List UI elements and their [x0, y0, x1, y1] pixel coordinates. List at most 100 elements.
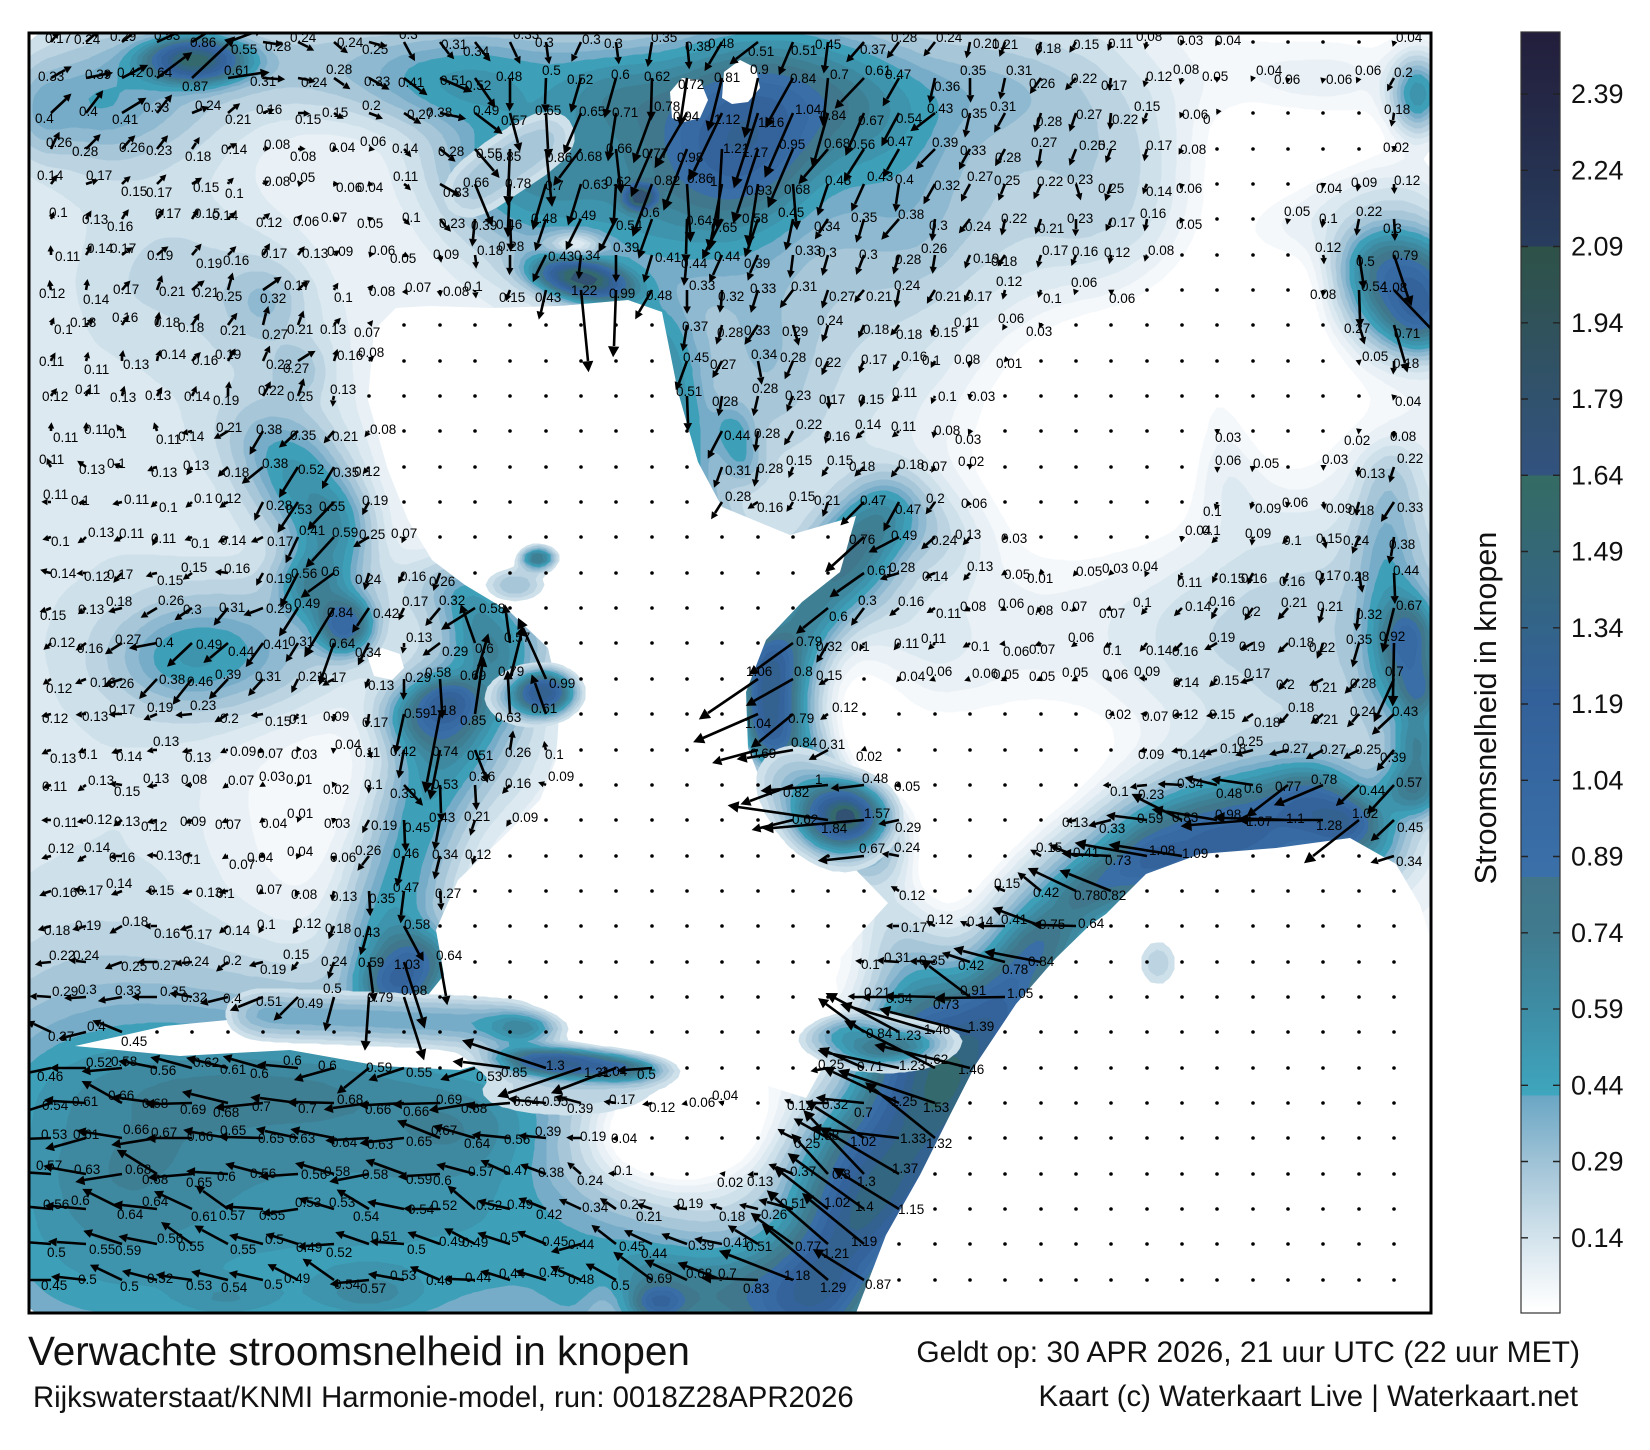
svg-text:0.16: 0.16	[1140, 206, 1166, 221]
svg-text:0.16: 0.16	[1072, 244, 1098, 259]
svg-text:0.17: 0.17	[966, 289, 992, 304]
svg-text:0.14: 0.14	[967, 914, 994, 929]
svg-text:0.08: 0.08	[370, 422, 396, 437]
svg-text:0.26: 0.26	[921, 241, 947, 256]
svg-text:0.34: 0.34	[463, 44, 490, 59]
svg-text:0.32: 0.32	[718, 289, 744, 304]
svg-text:0.24: 0.24	[817, 313, 844, 328]
svg-text:0.28: 0.28	[780, 350, 806, 365]
svg-text:0.48: 0.48	[862, 771, 888, 786]
svg-text:0.04: 0.04	[899, 669, 926, 684]
svg-text:0.64: 0.64	[146, 65, 173, 80]
svg-text:0.45: 0.45	[404, 820, 430, 835]
svg-text:0.12: 0.12	[649, 1100, 675, 1115]
svg-text:0.38: 0.38	[262, 456, 288, 471]
svg-text:0.1: 0.1	[225, 186, 244, 201]
svg-text:0.84: 0.84	[820, 108, 847, 123]
svg-text:1.49: 1.49	[1571, 537, 1624, 567]
svg-text:0.84: 0.84	[866, 1026, 893, 1041]
svg-text:0.49: 0.49	[296, 1240, 322, 1255]
svg-text:1.09: 1.09	[1182, 846, 1208, 861]
svg-text:0.12: 0.12	[1172, 707, 1198, 722]
svg-text:0.52: 0.52	[147, 1271, 173, 1286]
svg-text:0.07: 0.07	[229, 857, 255, 872]
svg-text:0.38: 0.38	[1389, 537, 1415, 552]
svg-text:0.1: 0.1	[1202, 523, 1221, 538]
svg-text:0.03: 0.03	[1102, 561, 1128, 576]
svg-text:0.49: 0.49	[439, 1234, 465, 1249]
svg-text:0.18: 0.18	[223, 465, 249, 480]
svg-text:0.49: 0.49	[297, 996, 323, 1011]
svg-text:0.25: 0.25	[287, 389, 313, 404]
svg-text:0.21: 0.21	[636, 1209, 662, 1224]
svg-text:0.54: 0.54	[334, 1277, 361, 1292]
svg-text:0.98: 0.98	[401, 983, 427, 998]
svg-text:1.94: 1.94	[1571, 308, 1624, 338]
svg-text:0.66: 0.66	[606, 141, 632, 156]
svg-text:0.34: 0.34	[814, 219, 841, 234]
svg-text:0.69: 0.69	[460, 668, 486, 683]
svg-text:0.06: 0.06	[1326, 72, 1352, 87]
svg-text:0.14: 0.14	[1146, 184, 1173, 199]
svg-text:0.5: 0.5	[78, 1272, 97, 1287]
svg-text:0.41: 0.41	[723, 1235, 749, 1250]
svg-text:0.03: 0.03	[259, 769, 285, 784]
svg-text:0.13: 0.13	[123, 357, 149, 372]
svg-text:0.18: 0.18	[1384, 102, 1410, 117]
svg-text:0.13: 0.13	[185, 750, 211, 765]
svg-text:0.06: 0.06	[961, 496, 987, 511]
svg-text:0.08: 0.08	[358, 345, 384, 360]
svg-text:0.65: 0.65	[220, 1123, 246, 1138]
svg-text:0.08: 0.08	[290, 149, 316, 164]
svg-text:0.17: 0.17	[1244, 666, 1270, 681]
svg-text:0.09: 0.09	[1245, 526, 1271, 541]
svg-text:1.08: 1.08	[1149, 843, 1175, 858]
svg-text:1.33: 1.33	[900, 1131, 926, 1146]
svg-text:0.15: 0.15	[827, 453, 853, 468]
svg-text:0.59: 0.59	[404, 706, 430, 721]
svg-text:0.17: 0.17	[1042, 243, 1068, 258]
svg-text:0.7: 0.7	[298, 1101, 317, 1116]
svg-text:0.44: 0.44	[641, 1246, 668, 1261]
svg-text:0.94: 0.94	[673, 109, 700, 124]
svg-text:1: 1	[815, 772, 823, 787]
svg-text:0.64: 0.64	[329, 636, 356, 651]
svg-text:0.61: 0.61	[867, 563, 893, 578]
svg-text:0.15: 0.15	[194, 206, 220, 221]
svg-text:0.04: 0.04	[1316, 181, 1343, 196]
svg-text:0.67: 0.67	[151, 1125, 177, 1140]
svg-text:0.61: 0.61	[224, 63, 250, 78]
svg-text:0.36: 0.36	[934, 79, 960, 94]
svg-text:0.11: 0.11	[355, 745, 380, 760]
svg-text:0.32: 0.32	[439, 593, 465, 608]
svg-text:0.32: 0.32	[260, 291, 286, 306]
svg-text:0.39: 0.39	[215, 667, 241, 682]
svg-text:0.12: 0.12	[215, 491, 241, 506]
svg-text:0.02: 0.02	[323, 782, 349, 797]
svg-text:0.6: 0.6	[641, 205, 660, 220]
svg-text:0.1: 0.1	[49, 205, 68, 220]
svg-text:0.15: 0.15	[148, 883, 174, 898]
svg-text:0.24: 0.24	[1350, 704, 1377, 719]
svg-text:0.21: 0.21	[298, 669, 324, 684]
svg-text:0.14: 0.14	[224, 923, 251, 938]
svg-text:0.32: 0.32	[181, 990, 207, 1005]
svg-text:0.12: 0.12	[1394, 173, 1420, 188]
svg-text:0.44: 0.44	[1359, 783, 1386, 798]
svg-text:0.05: 0.05	[1362, 349, 1388, 364]
svg-text:0.17: 0.17	[77, 883, 103, 898]
svg-text:0.09: 0.09	[230, 744, 256, 759]
svg-text:1.22: 1.22	[571, 283, 597, 298]
svg-text:0.03: 0.03	[1177, 33, 1203, 48]
svg-text:0.07: 0.07	[921, 459, 947, 474]
svg-text:0.19: 0.19	[215, 347, 241, 362]
svg-text:1.34: 1.34	[1571, 613, 1624, 643]
svg-text:0.13: 0.13	[82, 212, 108, 227]
svg-text:2.09: 2.09	[1571, 232, 1624, 262]
svg-text:0.1: 0.1	[1203, 504, 1222, 519]
svg-text:0.95: 0.95	[779, 137, 805, 152]
svg-text:0.15: 0.15	[1219, 571, 1245, 586]
svg-text:0.55: 0.55	[319, 499, 345, 514]
svg-text:0.26: 0.26	[158, 593, 184, 608]
svg-text:0.33: 0.33	[960, 143, 986, 158]
